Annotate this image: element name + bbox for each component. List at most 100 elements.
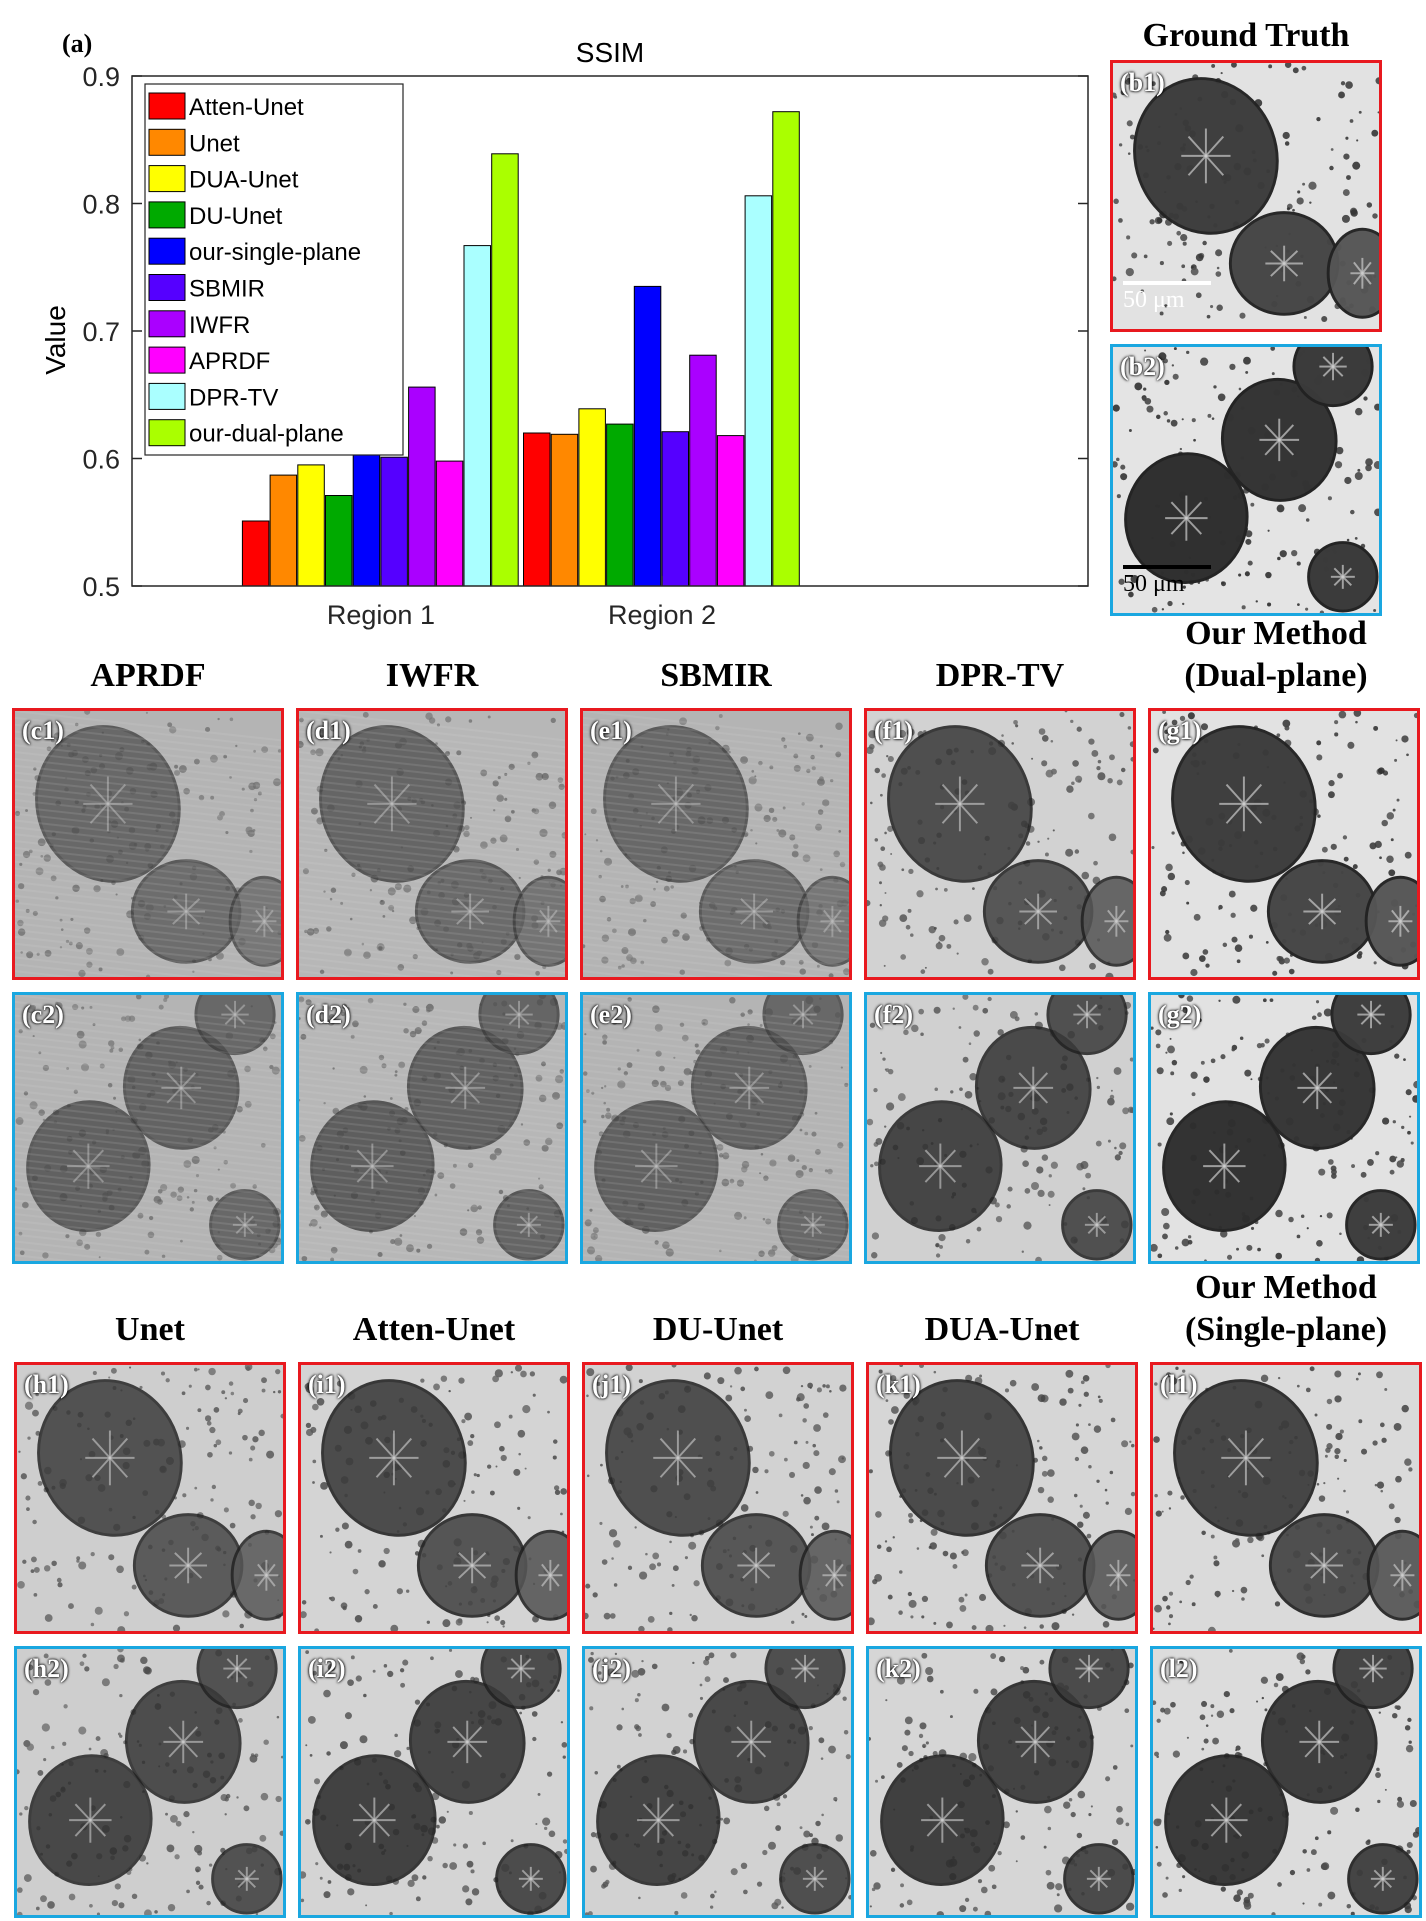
bar-unet-region-2: [550, 433, 579, 587]
legend-swatch: [148, 92, 186, 120]
legend-swatch: [148, 419, 186, 447]
bar-du-unet-region-1: [325, 495, 353, 587]
microscopy-image: [867, 711, 1133, 977]
panel-f1: (f1): [864, 708, 1136, 980]
legend-entry: DUA-Unet: [189, 167, 299, 194]
microscopy-image: [299, 711, 565, 977]
microscopy-image: [1113, 347, 1379, 613]
x-tick-label: Region 2: [608, 600, 716, 630]
legend-entry: DU-Unet: [189, 203, 283, 230]
panel-label: (e2): [590, 1000, 632, 1029]
microscopy-image: [1151, 711, 1417, 977]
panel-l1: (l1): [1150, 1362, 1422, 1634]
header-aprdf: APRDF: [90, 657, 206, 694]
bar-our-single-plane-region-2: [633, 285, 662, 587]
microscopy-image: [1153, 1365, 1419, 1631]
scale-bar-text: 50 μm: [1123, 571, 1185, 597]
bar-dua-unet-region-2: [578, 408, 606, 587]
header-ground-truth: Ground Truth: [1142, 17, 1350, 54]
scale-bar-text: 50 μm: [1123, 287, 1185, 313]
bar-dua-unet-region-1: [297, 464, 325, 587]
scale-bar: 50 μm: [1123, 565, 1211, 598]
panel-label: (l1): [1160, 1370, 1198, 1399]
legend-entry: APRDF: [189, 348, 270, 375]
panel-a-label: (a): [62, 29, 92, 58]
microscopy-image: [17, 1365, 283, 1631]
bar-sbmir-region-2: [661, 431, 689, 587]
header-iwfr: IWFR: [385, 657, 479, 694]
panel-i1: (i1): [298, 1362, 570, 1634]
microscopy-image: [869, 1365, 1135, 1631]
legend-entry: SBMIR: [189, 276, 265, 303]
microscopy-image: [15, 995, 281, 1261]
bar-unet-region-1: [269, 474, 298, 587]
panel-label: (i2): [308, 1654, 346, 1683]
legend-entry: IWFR: [189, 312, 250, 339]
y-tick-label: 0.6: [82, 445, 120, 475]
panel-label: (e1): [590, 716, 632, 745]
header-dpr-tv: DPR-TV: [935, 657, 1065, 694]
bar-aprdf-region-1: [435, 460, 464, 587]
y-tick-label: 0.7: [82, 317, 120, 347]
legend: Atten-Unet Unet DUA-Unet DU-Unet our-single-…: [144, 83, 404, 456]
bar-our-dual-plane-region-2: [772, 111, 800, 587]
panel-label: (j1): [592, 1370, 631, 1399]
panel-label: (k2): [876, 1654, 921, 1683]
header-du-unet: DU-Unet: [652, 1311, 784, 1348]
microscopy-image: [867, 995, 1133, 1261]
legend-swatch: [148, 128, 186, 156]
bar-aprdf-region-2: [716, 435, 745, 587]
microscopy-image: [585, 1365, 851, 1631]
microscopy-image: [17, 1649, 283, 1915]
panel-label: (b2): [1120, 352, 1165, 381]
panel-l2: (l2): [1150, 1646, 1422, 1918]
bar-atten-unet-region-1: [241, 520, 270, 587]
panel-d1: (d1): [296, 708, 568, 980]
ssim-bar-chart: (a) SSIM Value 0.5 0.6 0.7 0.8 0.9 Region 1 R…: [40, 29, 1089, 630]
header-ours-single-line1: Our Method: [1195, 1269, 1377, 1306]
y-tick-label: 0.8: [82, 190, 120, 220]
legend-swatch: [148, 346, 186, 374]
panel-label: (g1): [1158, 716, 1202, 745]
panel-g1: (g1): [1148, 708, 1420, 980]
microscopy-image: [299, 995, 565, 1261]
panel-k1: (k1): [866, 1362, 1138, 1634]
legend-entry: Unet: [189, 130, 240, 157]
microscopy-image: [1151, 995, 1417, 1261]
legend-swatch: [148, 201, 186, 229]
bar-iwfr-region-1: [408, 386, 436, 587]
panel-label: (i1): [308, 1370, 346, 1399]
panel-b1: (b1) 50 μm: [1110, 60, 1382, 332]
panel-label: (h1): [24, 1370, 69, 1399]
y-axis-label: Value: [40, 305, 71, 375]
panel-j2: (j2): [582, 1646, 854, 1918]
panel-label: (j2): [592, 1654, 631, 1683]
legend-box: [144, 83, 404, 456]
panel-label: (c2): [22, 1000, 64, 1029]
microscopy-image: [585, 1649, 851, 1915]
panel-label: (h2): [24, 1654, 69, 1683]
panel-c1: (c1): [12, 708, 284, 980]
legend-entry: our-single-plane: [189, 239, 361, 266]
panel-label: (d2): [306, 1000, 351, 1029]
legend-swatch: [148, 237, 186, 265]
legend-entry: Atten-Unet: [189, 94, 304, 121]
bar-sbmir-region-1: [380, 456, 408, 587]
panel-f2: (f2): [864, 992, 1136, 1264]
microscopy-image: [15, 711, 281, 977]
panel-label: (f2): [874, 1000, 913, 1029]
bar-atten-unet-region-2: [523, 432, 551, 587]
bar-iwfr-region-2: [689, 354, 717, 587]
panel-b2: (b2) 50 μm: [1110, 344, 1382, 616]
legend-swatch: [148, 382, 186, 410]
y-tick-label: 0.9: [82, 62, 120, 92]
chart-title: SSIM: [576, 37, 644, 68]
legend-swatch: [148, 310, 186, 338]
panel-label: (c1): [22, 716, 64, 745]
scale-bar: 50 μm: [1123, 281, 1211, 314]
microscopy-image: [583, 711, 849, 977]
panel-label: (l2): [1160, 1654, 1198, 1683]
bar-du-unet-region-2: [606, 423, 634, 587]
panel-label: (f1): [874, 716, 913, 745]
